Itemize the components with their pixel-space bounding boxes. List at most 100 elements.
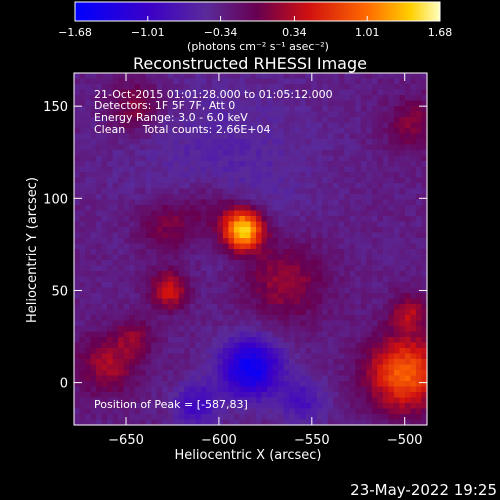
heatmap-cell [222,304,230,311]
heatmap-cell [189,298,196,305]
heatmap-cell [250,298,257,305]
heatmap-cell [228,117,235,124]
heatmap-cell [333,216,340,223]
heatmap-cell [327,227,334,234]
heatmap-cell [222,221,230,228]
heatmap-cell [272,139,279,146]
heatmap-cell [355,342,362,349]
heatmap-cell [222,111,230,118]
heatmap-cell [399,161,406,168]
heatmap-cell [333,84,340,91]
heatmap-cell [107,95,114,102]
heatmap-cell [184,282,191,289]
heatmap-cell [415,315,423,322]
heatmap-cell [90,232,97,239]
heatmap-cell [410,210,417,217]
heatmap-cell [206,144,213,151]
heatmap-cell [96,381,103,388]
heatmap-cell [228,265,235,272]
heatmap-cell [415,397,423,404]
heatmap-cell [118,205,125,212]
heatmap-cell [267,331,274,338]
heatmap-cell [404,249,412,256]
heatmap-cell [101,381,108,388]
heatmap-cell [129,260,136,267]
heatmap-cell [233,139,241,146]
heatmap-cell [74,348,81,355]
heatmap-cell [283,320,290,327]
heatmap-cell [327,221,334,228]
heatmap-cell [90,188,97,195]
heatmap-cell [118,397,125,404]
heatmap-cell [167,172,174,179]
heatmap-cell [278,293,285,300]
heatmap-cell [349,100,356,107]
heatmap-cell [228,419,235,426]
heatmap-cell [404,188,412,195]
heatmap-cell [360,381,367,388]
heatmap-cell [316,216,323,223]
heatmap-cell [300,238,307,245]
heatmap-cell [79,166,86,173]
heatmap-cell [316,194,323,201]
heatmap-cell [289,408,296,415]
heatmap-cell [123,111,130,118]
heatmap-cell [233,397,241,404]
heatmap-cell [300,271,307,278]
heatmap-cell [129,139,136,146]
heatmap-cell [79,172,86,179]
heatmap-cell [261,210,268,217]
heatmap-cell [129,304,136,311]
heatmap-cell [184,133,191,140]
heatmap-cell [289,282,296,289]
heatmap-cell [289,342,296,349]
heatmap-cell [349,375,356,382]
heatmap-cell [112,353,119,360]
heatmap-cell [178,386,185,393]
heatmap-cell [344,364,351,371]
heatmap-cell [178,133,185,140]
heatmap-cell [371,331,378,338]
heatmap-cell [244,161,252,168]
heatmap-cell [222,249,230,256]
heatmap-cell [404,144,412,151]
heatmap-cell [410,216,417,223]
heatmap-cell [200,95,207,102]
heatmap-cell [261,282,268,289]
heatmap-cell [305,128,312,135]
heatmap-cell [305,403,312,410]
heatmap-cell [371,348,378,355]
heatmap-cell [289,320,296,327]
heatmap-cell [393,249,401,256]
heatmap-cell [305,293,312,300]
heatmap-cell [366,370,373,377]
heatmap-cell [283,364,290,371]
heatmap-cell [366,397,373,404]
heatmap-cell [151,298,158,305]
heatmap-cell [278,78,285,85]
heatmap-cell [261,73,268,80]
heatmap-cell [267,348,274,355]
heatmap-cell [134,210,141,217]
heatmap-cell [349,128,356,135]
heatmap-cell [415,364,423,371]
heatmap-cell [305,122,312,129]
heatmap-cell [250,265,257,272]
heatmap-cell [167,392,174,399]
heatmap-cell [322,199,329,206]
heatmap-cell [322,227,329,234]
colorbar-tick-label: 1.68 [428,26,453,39]
heatmap-cell [311,210,318,217]
heatmap-cell [140,133,147,140]
heatmap-cell [189,381,196,388]
plot-frame [73,72,428,426]
heatmap-cell [123,144,130,151]
heatmap-cell [129,144,136,151]
heatmap-cell [344,370,351,377]
heatmap-cell [382,342,389,349]
heatmap-cell [377,210,384,217]
heatmap-cell [195,260,202,267]
heatmap-cell [333,133,340,140]
heatmap-cell [300,243,307,250]
heatmap-cell [421,221,428,228]
